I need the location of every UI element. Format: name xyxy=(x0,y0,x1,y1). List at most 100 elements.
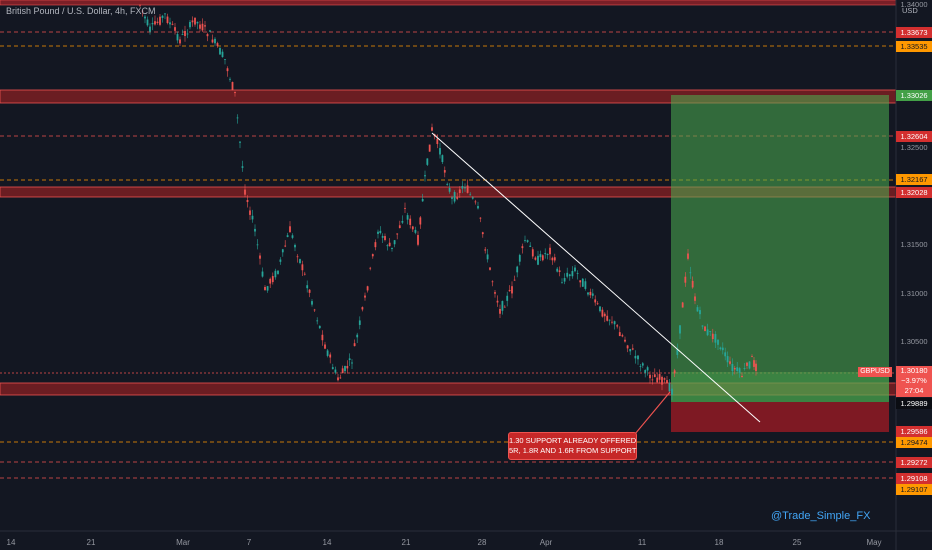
candle-body xyxy=(621,335,624,337)
candle-body xyxy=(624,339,626,342)
price-tag: 1.29107 xyxy=(896,484,932,495)
candle-body xyxy=(386,245,389,247)
candle-body xyxy=(491,281,494,283)
candle-body xyxy=(161,15,164,18)
candle-body xyxy=(144,16,146,19)
candle-body xyxy=(431,127,433,131)
candle-body xyxy=(736,367,739,372)
candle-body xyxy=(191,20,194,23)
candle-body xyxy=(699,310,701,315)
candle-body xyxy=(579,280,582,283)
candle-body xyxy=(256,244,259,246)
candle-body xyxy=(303,273,306,275)
candle-body xyxy=(271,276,274,283)
candle-body xyxy=(641,363,644,366)
candle-body xyxy=(249,210,251,215)
candle-body xyxy=(618,332,621,337)
candle-body xyxy=(419,217,422,225)
candle-body xyxy=(541,255,544,261)
candle-body xyxy=(681,302,684,308)
live-price-tag: 1.30180 −3.97% 27:04 xyxy=(896,366,932,397)
candle-body xyxy=(668,382,671,392)
candle-body xyxy=(616,325,619,327)
candle-body xyxy=(704,326,706,331)
candle-body xyxy=(751,356,753,357)
axis-tick: 1.31000 xyxy=(900,289,928,298)
candle-body xyxy=(179,39,181,44)
candle-body xyxy=(516,266,519,273)
candle-body xyxy=(239,141,241,143)
candle-body xyxy=(461,185,464,189)
candle-body xyxy=(318,325,321,329)
candle-body xyxy=(489,267,491,270)
candle-body xyxy=(755,363,757,372)
watermark-handle: @Trade_Simple_FX xyxy=(771,510,871,522)
candle-body xyxy=(259,255,261,259)
candle-body xyxy=(594,299,597,303)
candle-body xyxy=(637,355,639,360)
target-zone[interactable] xyxy=(671,95,889,402)
candle-body xyxy=(321,334,324,341)
candle-body xyxy=(421,198,424,202)
candle-body xyxy=(496,300,499,303)
candle-body xyxy=(661,376,663,385)
candle-body xyxy=(164,13,166,15)
candle-body xyxy=(733,368,736,370)
candle-body xyxy=(611,321,613,323)
candle-body xyxy=(417,235,419,245)
candle-body xyxy=(141,10,144,12)
candle-body xyxy=(274,270,277,278)
candle-body xyxy=(456,197,459,199)
price-tag: 1.33535 xyxy=(896,41,932,52)
candle-body xyxy=(329,354,332,358)
candle-body xyxy=(241,166,244,168)
candle-body xyxy=(353,343,356,347)
candle-body xyxy=(589,291,592,296)
time-label: 21 xyxy=(86,538,96,547)
candle-body xyxy=(301,264,304,271)
live-change: −3.97% xyxy=(901,376,927,385)
currency-label: USD xyxy=(902,6,918,15)
trendline[interactable] xyxy=(431,132,761,423)
candle-body xyxy=(691,280,694,288)
candle-body xyxy=(284,245,287,247)
candle-body xyxy=(558,270,561,272)
candle-body xyxy=(291,235,294,238)
bar-countdown: 27:04 xyxy=(904,386,924,395)
candle-body xyxy=(146,19,149,26)
candle-body xyxy=(481,232,484,235)
candle-body xyxy=(308,289,311,293)
candle-body xyxy=(358,320,361,325)
candle-body xyxy=(221,51,224,58)
candle-body xyxy=(324,344,326,349)
candle-body xyxy=(139,4,141,6)
candle-body xyxy=(676,349,679,355)
candle-body xyxy=(477,206,479,209)
candle-body xyxy=(424,175,426,177)
candle-body xyxy=(186,33,189,35)
stop-zone[interactable] xyxy=(671,402,889,432)
candle-body xyxy=(503,306,506,308)
candle-body xyxy=(339,377,342,379)
candle-body xyxy=(409,218,412,225)
time-label: 25 xyxy=(792,538,802,547)
candle-body xyxy=(396,233,399,235)
candle-body xyxy=(719,347,722,350)
candle-body xyxy=(201,23,204,31)
candle-body xyxy=(724,352,727,357)
time-label: Mar xyxy=(176,538,190,547)
candle-body xyxy=(346,365,349,369)
candle-body xyxy=(644,370,647,373)
candle-body xyxy=(464,187,466,189)
entry-zone[interactable] xyxy=(671,372,889,402)
candle-body xyxy=(254,228,256,232)
annotation-callout[interactable]: 1.30 SUPPORT ALREADY OFFERED 5R, 1.8R AN… xyxy=(508,432,637,460)
candle-body xyxy=(689,272,692,274)
price-tag: 1.32167 xyxy=(896,174,932,185)
candle-body xyxy=(526,240,529,242)
candle-body xyxy=(174,27,176,31)
candle-body xyxy=(581,278,584,287)
time-label: 14 xyxy=(322,538,332,547)
candle-body xyxy=(169,22,171,25)
